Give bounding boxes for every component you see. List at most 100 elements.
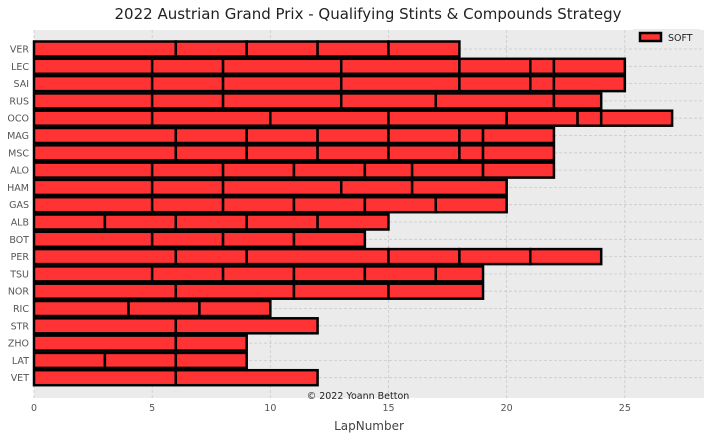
y-tick-label-rus: RUS: [9, 96, 29, 107]
legend: SOFT: [633, 29, 700, 46]
stint-bar-alb: [174, 213, 248, 231]
stint-bar-msc: [316, 144, 390, 162]
stint-bar-lat: [103, 351, 178, 370]
stint-bar-lec: [221, 57, 343, 76]
stint-bar-ham: [339, 178, 414, 197]
stint-bar-vet: [32, 368, 178, 387]
stint-bar-alo: [410, 161, 485, 179]
stint-bar-bot: [292, 230, 367, 249]
y-tick-label-mag: MAG: [7, 131, 29, 142]
stint-bar-per: [529, 247, 603, 266]
stint-bar-msc: [387, 144, 461, 162]
stint-bar-mag: [458, 126, 485, 145]
x-axis-label: LapNumber: [334, 419, 404, 433]
stint-bar-alo: [481, 161, 556, 179]
stint-bar-oco: [387, 109, 508, 127]
stint-bar-per: [458, 247, 532, 266]
stint-bar-per: [387, 247, 461, 266]
stint-bar-rus: [552, 92, 603, 110]
legend-swatch-soft: [638, 31, 663, 43]
stint-bar-ver: [32, 40, 178, 58]
stint-bar-gas: [221, 195, 296, 214]
stint-bar-tsu: [434, 265, 485, 283]
stint-bar-oco: [269, 109, 390, 127]
stint-bar-tsu: [32, 265, 154, 283]
stint-bar-lec: [552, 57, 627, 76]
y-tick-label-alo: ALO: [10, 166, 29, 177]
stint-bar-gas: [150, 195, 225, 214]
stint-bar-mag: [316, 126, 390, 145]
stint-bar-gas: [32, 195, 154, 214]
stint-bar-tsu: [363, 265, 438, 283]
stint-bar-alo: [221, 161, 296, 179]
stint-bar-sai: [339, 74, 461, 93]
x-tick-label: 25: [619, 403, 631, 414]
stint-bar-msc: [174, 144, 248, 162]
legend-label-soft: SOFT: [668, 33, 693, 44]
stint-bar-alo: [363, 161, 414, 179]
y-tick-label-tsu: TSU: [9, 269, 29, 280]
stint-bar-bot: [150, 230, 225, 249]
stint-bar-lec: [458, 57, 532, 76]
stint-bar-str: [174, 317, 319, 335]
y-tick-label-bot: BOT: [9, 235, 29, 246]
stint-bar-msc: [481, 144, 556, 162]
chart-title: 2022 Austrian Grand Prix - Qualifying St…: [115, 5, 622, 23]
y-tick-label-ham: HAM: [7, 183, 29, 194]
stint-bar-vet: [174, 368, 319, 387]
stint-bar-alb: [32, 213, 107, 231]
stint-bar-nor: [292, 282, 390, 300]
stint-bar-sai: [458, 74, 532, 93]
stint-bar-lec: [32, 57, 154, 76]
stint-bar-nor: [32, 282, 178, 300]
stint-bar-nor: [387, 282, 485, 300]
stint-bar-rus: [434, 92, 556, 110]
x-tick-label: 10: [264, 403, 276, 414]
stint-bar-tsu: [221, 265, 296, 283]
stint-bar-gas: [292, 195, 367, 214]
y-tick-label-vet: VET: [11, 373, 30, 384]
copyright-annotation: © 2022 Yoann Betton: [307, 391, 410, 402]
y-tick-label-ver: VER: [10, 45, 30, 56]
stint-bar-sai: [529, 74, 556, 93]
stint-bar-rus: [339, 92, 438, 110]
stint-bar-oco: [32, 109, 154, 127]
stint-bar-msc: [245, 144, 319, 162]
stint-bar-mag: [245, 126, 319, 145]
stint-bar-per: [174, 247, 248, 266]
stint-bar-str: [32, 317, 178, 335]
y-tick-label-alb: ALB: [11, 218, 29, 229]
y-tick-label-str: STR: [11, 321, 30, 332]
x-tick-label: 20: [501, 403, 513, 414]
stint-bar-oco: [599, 109, 674, 127]
stint-bar-ham: [32, 178, 154, 197]
stint-bar-ham: [221, 178, 343, 197]
stint-bar-rus: [32, 92, 154, 110]
x-tick-label: 15: [382, 403, 394, 414]
stint-bar-bot: [32, 230, 154, 249]
stint-bar-ver: [174, 40, 248, 58]
stint-bar-lec: [150, 57, 225, 76]
stint-bar-bot: [221, 230, 296, 249]
stint-bar-ver: [316, 40, 390, 58]
stint-bar-alb: [316, 213, 390, 231]
stint-bar-alo: [32, 161, 154, 179]
stint-bar-ver: [245, 40, 319, 58]
y-tick-label-per: PER: [11, 252, 30, 263]
stint-bar-sai: [32, 74, 154, 93]
stint-bar-lec: [339, 57, 461, 76]
y-tick-label-oco: OCO: [7, 114, 29, 125]
y-tick-label-msc: MSC: [8, 148, 29, 159]
stint-bar-alb: [103, 213, 178, 231]
stint-bar-sai: [150, 74, 225, 93]
stint-bar-ric: [32, 299, 130, 318]
stint-bar-gas: [434, 195, 508, 214]
stint-bar-alb: [245, 213, 319, 231]
stint-bar-per: [32, 247, 178, 266]
x-tick-label: 5: [149, 403, 155, 414]
stint-bar-ham: [150, 178, 225, 197]
x-tick-labels: 0 5 10 15 20 25: [31, 403, 631, 414]
stint-bar-ham: [410, 178, 508, 197]
x-tick-label: 0: [31, 403, 37, 414]
